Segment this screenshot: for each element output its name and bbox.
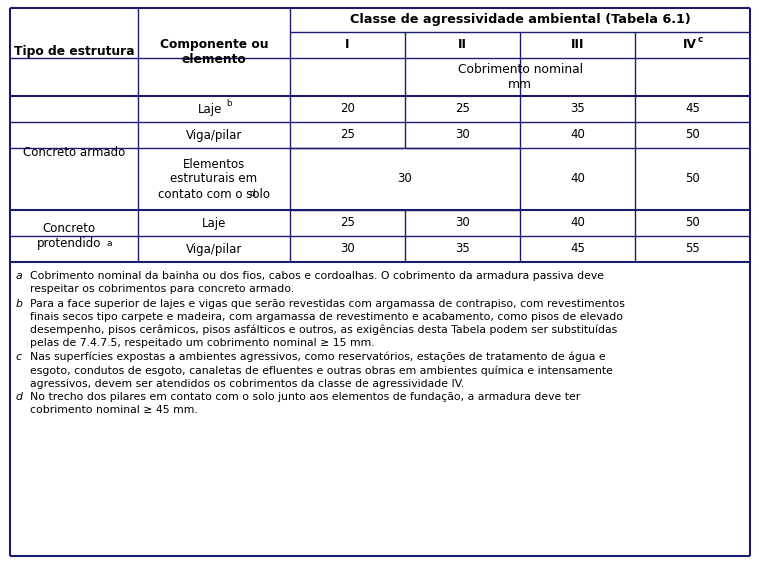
Text: 50: 50 (685, 173, 700, 185)
Text: Viga/pilar: Viga/pilar (186, 129, 242, 142)
Text: Laje: Laje (198, 102, 222, 116)
Text: d: d (16, 392, 23, 402)
Text: 20: 20 (340, 102, 355, 116)
Text: II: II (458, 39, 467, 52)
Text: c: c (16, 352, 22, 362)
Text: 50: 50 (685, 216, 700, 229)
Text: d: d (249, 188, 255, 197)
Text: a: a (106, 239, 112, 248)
Text: 30: 30 (398, 173, 412, 185)
Text: Para a face superior de lajes e vigas que serão revestidas com argamassa de cont: Para a face superior de lajes e vigas qu… (30, 299, 625, 348)
Text: 40: 40 (570, 216, 585, 229)
Text: 25: 25 (340, 129, 355, 142)
Text: No trecho dos pilares em contato com o solo junto aos elementos de fundação, a a: No trecho dos pilares em contato com o s… (30, 392, 580, 415)
Text: c: c (698, 35, 703, 44)
Text: IV: IV (682, 39, 697, 52)
Text: Nas superfícies expostas a ambientes agressivos, como reservatórios, estações de: Nas superfícies expostas a ambientes agr… (30, 352, 613, 389)
Text: Componente ou
elemento: Componente ou elemento (159, 38, 268, 66)
Text: 25: 25 (340, 216, 355, 229)
Text: b: b (16, 299, 23, 309)
Text: 40: 40 (570, 129, 585, 142)
Text: 45: 45 (685, 102, 700, 116)
Text: 50: 50 (685, 129, 700, 142)
Text: 45: 45 (570, 242, 585, 256)
Text: a: a (16, 271, 23, 281)
Text: 35: 35 (570, 102, 585, 116)
Text: Cobrimento nominal
mm: Cobrimento nominal mm (458, 63, 582, 91)
Text: Tipo de estrutura: Tipo de estrutura (14, 46, 134, 58)
Text: Laje: Laje (202, 216, 226, 229)
Text: Concreto armado: Concreto armado (23, 147, 125, 160)
Text: 35: 35 (455, 242, 470, 256)
Text: III: III (571, 39, 584, 52)
Text: Classe de agressividade ambiental (Tabela 6.1): Classe de agressividade ambiental (Tabel… (350, 13, 691, 26)
Text: Viga/pilar: Viga/pilar (186, 242, 242, 256)
Text: 30: 30 (340, 242, 355, 256)
Text: 25: 25 (455, 102, 470, 116)
Text: 30: 30 (455, 216, 470, 229)
Text: Concreto
protendido: Concreto protendido (37, 222, 101, 250)
Text: 55: 55 (685, 242, 700, 256)
Text: 30: 30 (455, 129, 470, 142)
Text: 40: 40 (570, 173, 585, 185)
Text: Cobrimento nominal da bainha ou dos fios, cabos e cordoalhas. O cobrimento da ar: Cobrimento nominal da bainha ou dos fios… (30, 271, 604, 294)
Text: Elementos
estruturais em
contato com o solo: Elementos estruturais em contato com o s… (158, 157, 270, 201)
Text: b: b (226, 99, 231, 108)
Text: I: I (345, 39, 350, 52)
